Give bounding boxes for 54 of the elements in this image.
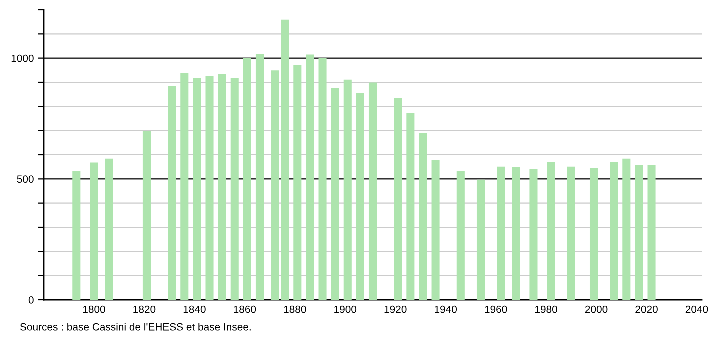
bar <box>218 74 226 300</box>
bar <box>530 170 538 300</box>
bar <box>419 133 428 300</box>
bar <box>547 162 556 300</box>
bar <box>635 165 644 300</box>
bar <box>193 78 202 300</box>
x-tick-label: 1920 <box>384 306 407 314</box>
bar <box>90 162 98 300</box>
source-note: Sources : base Cassini de l'EHESS et base Insee. <box>20 323 251 331</box>
bar <box>476 180 486 300</box>
y-tick-label: 500 <box>17 176 34 184</box>
bar <box>142 131 151 300</box>
bar <box>497 166 506 300</box>
bar <box>281 20 290 300</box>
bar <box>206 76 214 300</box>
bar <box>368 82 378 300</box>
x-tick-label: 2020 <box>636 306 658 314</box>
bar <box>344 80 352 300</box>
bar <box>168 86 176 300</box>
bar <box>294 65 302 300</box>
bar <box>230 78 239 300</box>
bar <box>318 58 327 300</box>
bar <box>610 162 618 300</box>
x-tick-label: 1820 <box>134 306 156 314</box>
x-tick-label: 1960 <box>485 306 508 314</box>
bar <box>271 70 280 300</box>
bar <box>243 58 252 300</box>
bar <box>406 113 415 300</box>
bar <box>306 54 314 300</box>
x-tick-label: 2040 <box>686 306 708 314</box>
bar <box>456 171 465 300</box>
y-tick-label: 0 <box>28 296 34 304</box>
bar <box>72 171 81 300</box>
bar <box>622 158 631 300</box>
bar <box>590 168 598 300</box>
bar <box>331 88 340 300</box>
bar <box>512 167 520 300</box>
x-tick-label: 2000 <box>585 306 608 314</box>
x-tick-label: 1980 <box>536 306 558 314</box>
bar <box>180 73 189 300</box>
bar <box>256 54 264 300</box>
x-tick-label: 1800 <box>83 306 106 314</box>
bar <box>648 165 656 300</box>
x-tick-label: 1840 <box>184 306 206 314</box>
x-tick-label: 1860 <box>234 306 256 314</box>
bar <box>356 93 364 300</box>
bar <box>432 160 440 300</box>
x-tick-label: 1940 <box>435 306 458 314</box>
x-tick-label: 1880 <box>284 306 306 314</box>
bar <box>105 158 114 300</box>
x-tick-label: 1900 <box>334 306 357 314</box>
bar <box>394 98 402 300</box>
y-tick-label: 1000 <box>12 54 34 62</box>
bar <box>567 166 576 300</box>
